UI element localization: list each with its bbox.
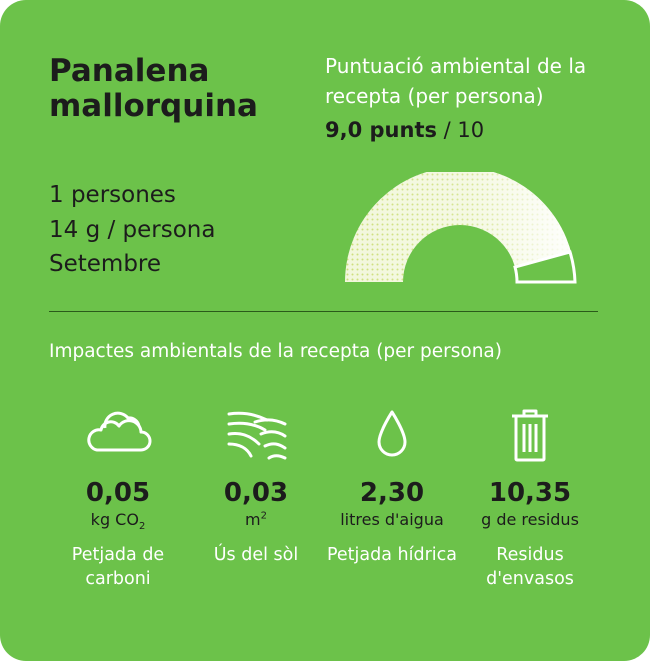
score-label: Puntuació ambiental de la recepta (per p… (325, 54, 587, 108)
carbon-value: 0,05 (85, 478, 151, 508)
waste-unit: g de residus (481, 510, 579, 529)
waste-label: Residus d'envasos (486, 545, 574, 589)
gauge-track (345, 172, 575, 282)
land-use-value: 0,03 (223, 478, 289, 508)
trash-icon (512, 409, 548, 462)
score-gauge (345, 172, 577, 284)
metric-water: 2,30 litres d'aigua Petjada hídrica (322, 400, 462, 567)
land-use-label: Ús del sòl (213, 545, 299, 565)
waste-value: 10,35 (488, 478, 572, 508)
metric-packaging-waste: 10,35 g de residus Residus d'envasos (460, 400, 600, 591)
land-use-unit: m2 (245, 510, 267, 529)
impacts-title: Impactes ambientals de la recepta (per p… (49, 341, 502, 362)
metric-land-use: 0,03 m2 Ús del sòl (186, 400, 326, 567)
weight-per-person: 14 g / persona (49, 216, 216, 243)
recipe-info: 1 persones 14 g / persona Setembre (49, 178, 215, 282)
score-points: 9,0 punts (325, 118, 437, 142)
persons-count: 1 persones (49, 182, 176, 208)
water-value: 2,30 (359, 478, 425, 508)
water-drop-icon (377, 410, 407, 457)
carbon-label: Petjada de carboni (71, 545, 165, 589)
water-label: Petjada hídrica (326, 545, 457, 565)
carbon-unit: kg CO2 (90, 510, 146, 533)
month: Setembre (49, 251, 162, 277)
score-max: / 10 (443, 118, 485, 142)
cloud-icon (87, 411, 152, 452)
divider (49, 311, 598, 312)
score-value: 9,0 punts / 10 (325, 118, 484, 142)
metric-carbon: 0,05 kg CO2 Petjada de carboni (48, 400, 188, 591)
recipe-title: Panalena mallorquina (49, 53, 258, 124)
water-unit: litres d'aigua (340, 510, 444, 529)
gauge-remaining-segment (513, 250, 577, 284)
field-icon (227, 411, 287, 460)
